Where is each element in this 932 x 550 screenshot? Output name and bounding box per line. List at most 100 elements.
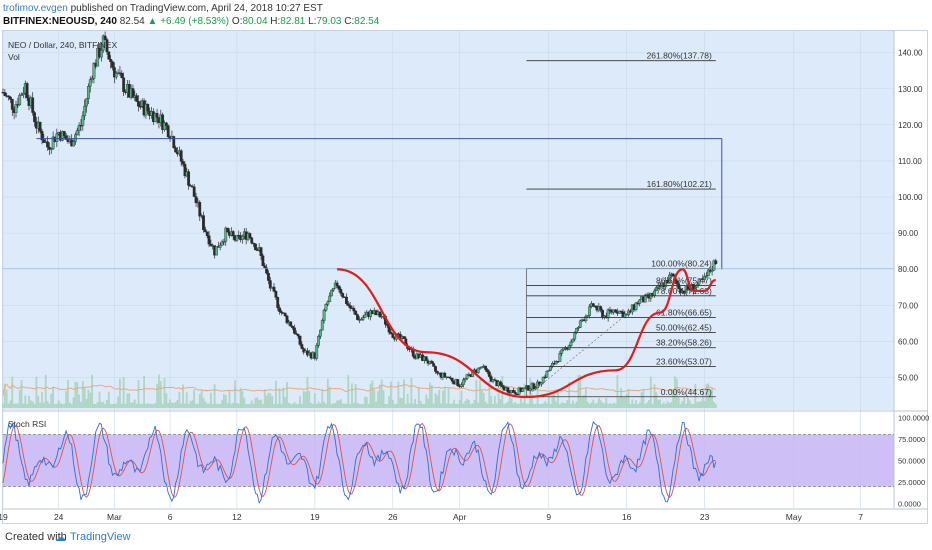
candle-down [252,242,255,245]
candle-down [512,390,515,393]
volume-bar [499,399,502,408]
volume-bar [83,386,86,408]
volume-bar [295,403,298,408]
candle-down [432,363,436,367]
volume-bar [180,403,183,408]
volume-bar [510,398,513,408]
candle-up [322,309,326,321]
volume-bar [707,383,710,408]
volume-bar [373,389,376,408]
candle-down [345,296,348,304]
high-value: 82.81 [280,16,306,27]
volume-bar [416,403,418,408]
volume-bar [234,380,236,408]
volume-bar [655,392,658,408]
candle-up [55,133,59,142]
fib-level-label: 86.60%(75.47) [656,276,712,286]
volume-bar [635,400,637,408]
volume-bar [648,400,650,408]
candle-down [103,35,107,40]
volume-bar [455,403,457,408]
volume-bar [39,402,42,408]
volume-bar [76,382,79,408]
volume-bar [72,397,75,408]
volume-bar [612,402,615,408]
candle-up [81,115,85,126]
volume-bar [687,397,689,408]
tradingview-brand[interactable]: TradingView [70,531,131,543]
volume-bar [646,402,649,408]
volume-bar [258,400,261,408]
candle-up [326,301,330,305]
price-chart[interactable]: 0.00%(44.67) 23.60%(53.07) 38.20%(58.26) 50… [0,0,932,526]
candle-down [3,92,7,96]
time-axis-tick: 26 [388,512,398,522]
candle-down [337,285,341,290]
created-with-text: Created with [5,531,67,543]
author-link[interactable]: trofimov.evgen [3,3,68,14]
volume-bar [475,379,478,408]
volume-bar [263,389,266,408]
close-label: C: [344,16,355,27]
volume-bar [330,403,333,408]
candle-up [547,370,551,372]
volume-bar [18,390,21,408]
volume-bar [371,380,374,408]
tradingview-cloud-icon: ☁ [55,532,66,544]
volume-bar [549,403,552,408]
volume-bar [70,403,73,408]
volume-moving-average-line [2,383,716,396]
candle-down [146,104,150,112]
high-label: H: [270,16,281,27]
candle-up [461,379,465,385]
volume-bar [243,397,246,408]
volume-bar [378,384,381,408]
volume-bar [137,380,140,408]
volume-bar [232,402,235,408]
volume-bar [182,384,184,408]
volume-bar [317,401,320,408]
candle-up [220,241,224,246]
candle-up [617,310,621,314]
volume-bar [662,402,665,408]
volume-bar [694,383,697,408]
candle-down [276,297,280,308]
volume-bar [701,390,704,408]
volume-bar [159,381,162,408]
volume-bar [558,403,561,408]
candle-down [120,73,124,78]
candle-down [298,335,302,345]
volume-bar [429,382,431,408]
volume-bar [222,393,225,408]
candle-up [480,366,484,368]
volume-bar [713,402,715,408]
volume-bar [171,402,173,408]
volume-bar [63,403,66,408]
volume-bar [505,403,507,408]
volume-bar [551,394,554,408]
price-axis-tick: 90.00 [898,229,919,238]
time-axis-tick: 12 [232,512,242,522]
volume-bar [260,399,262,408]
candle-down [402,336,406,339]
volume-bar [100,402,103,408]
candle-down [205,231,209,236]
price-axis-tick: 100.00 [898,193,923,202]
candle-up [218,244,222,248]
volume-bar [514,402,517,408]
candle-down [248,233,252,238]
volume-bar [343,403,346,408]
candle-down [107,51,111,60]
candle-down [138,106,142,108]
symbol-name: BITFINEX:NEOUSD, 240 [3,16,117,27]
volume-bar [224,395,227,408]
publish-header: trofimov.evgen published on TradingView.… [0,0,932,28]
volume-bar [471,403,474,408]
candle-up [224,227,228,242]
volume-bar [237,403,240,408]
candle-up [85,98,88,107]
volume-bar [133,399,136,408]
candle-up [215,246,218,256]
candle-down [434,366,437,372]
volume-bar [315,403,318,408]
